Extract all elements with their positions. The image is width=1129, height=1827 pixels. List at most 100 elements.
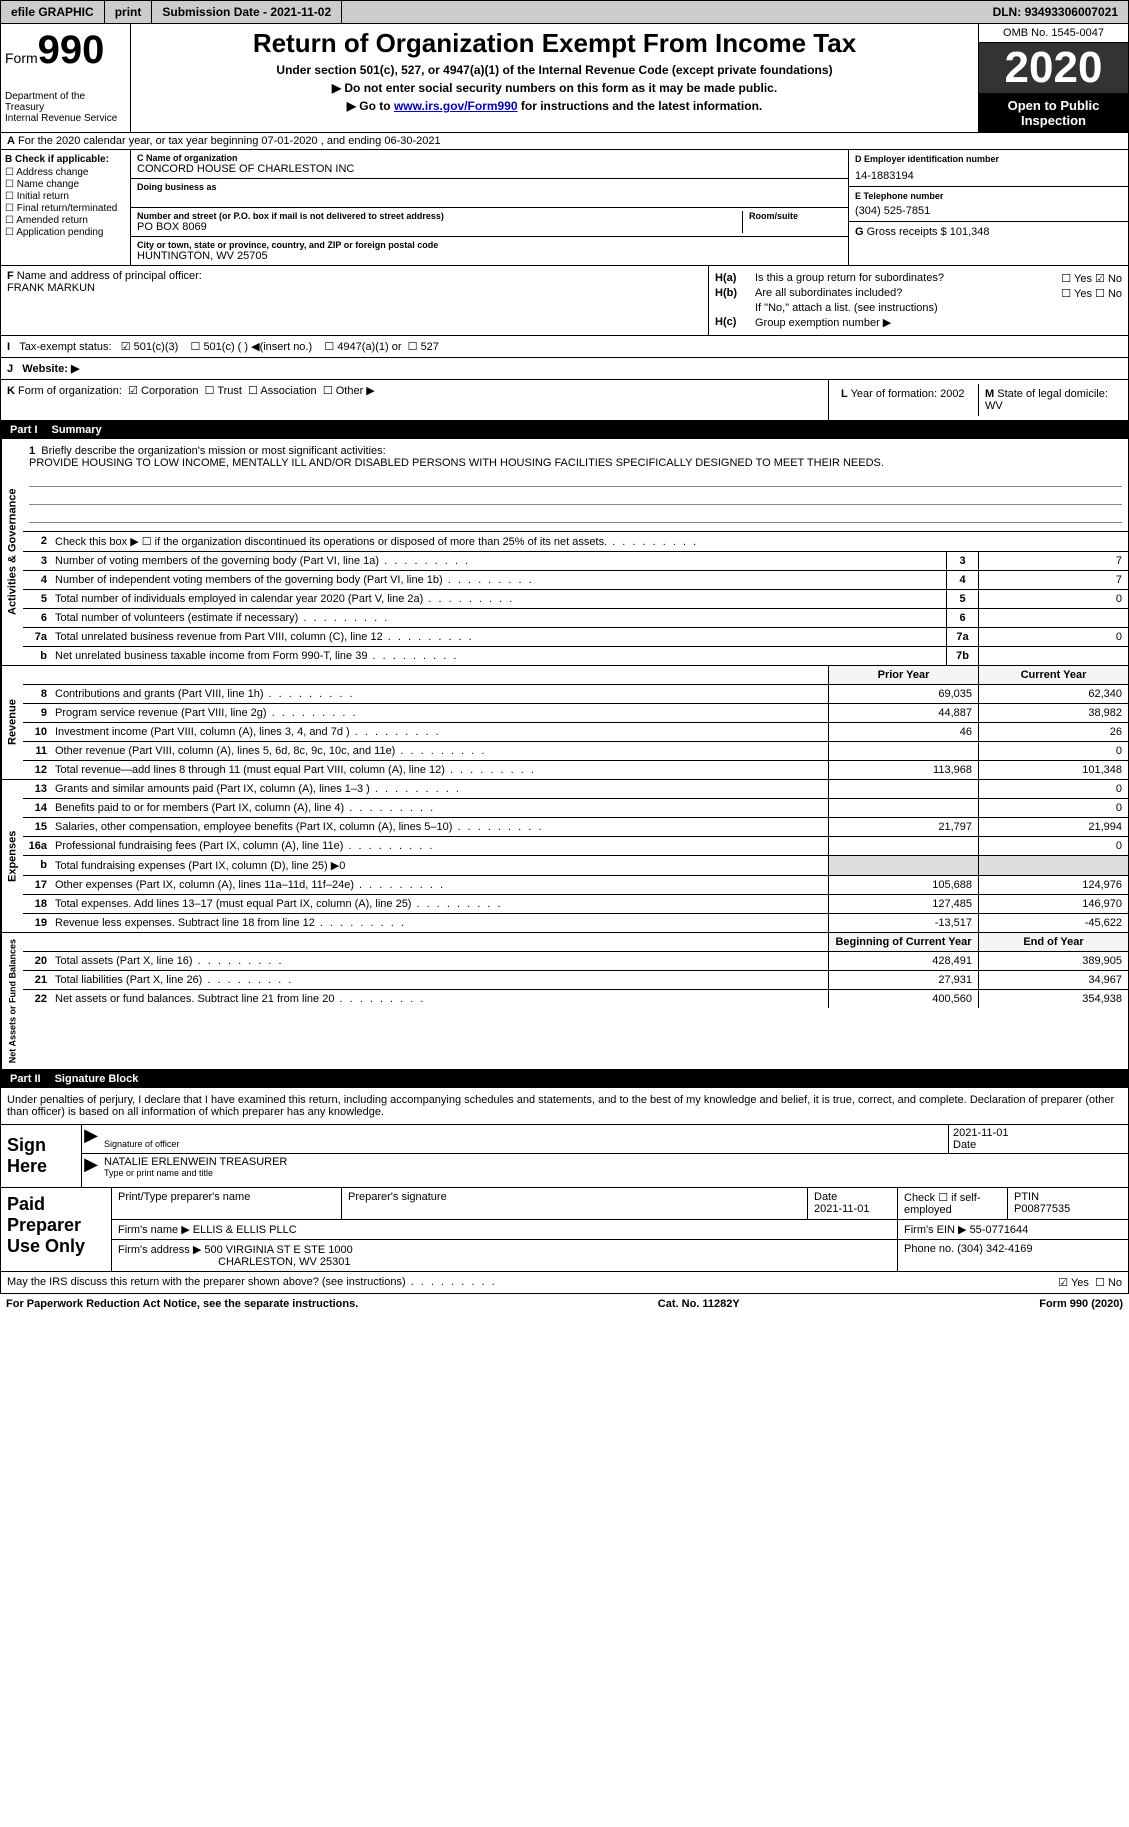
domicile-val: WV xyxy=(985,400,1003,412)
prep-date-val: 2021-11-01 xyxy=(814,1203,891,1215)
form-header: Form990 Department of the Treasury Inter… xyxy=(0,24,1129,133)
sign-arrow-icon2: ▶ xyxy=(82,1154,100,1180)
discuss-no[interactable] xyxy=(1095,1277,1108,1289)
row-desc: Program service revenue (Part VIII, line… xyxy=(51,704,828,722)
hb-yes[interactable] xyxy=(1061,288,1074,300)
firm-addr: 500 VIRGINIA ST E STE 1000 xyxy=(204,1244,352,1256)
firm-phone: (304) 342-4169 xyxy=(957,1243,1032,1255)
gross-receipts: Gross receipts $ 101,348 xyxy=(867,226,990,238)
row-num: 11 xyxy=(23,742,51,760)
ck-corp[interactable] xyxy=(128,385,141,397)
prep-selfemp-cell: Check ☐ if self-employed xyxy=(898,1188,1008,1219)
prior-year xyxy=(828,799,978,817)
row-a-period: A For the 2020 calendar year, or tax yea… xyxy=(0,133,1129,150)
ck-application-pending[interactable]: Application pending xyxy=(5,227,126,238)
exp-row: 14 Benefits paid to or for members (Part… xyxy=(23,799,1128,818)
row-klm: K Form of organization: Corporation Trus… xyxy=(0,380,1129,421)
begin-year: 27,931 xyxy=(828,971,978,989)
ck-assoc[interactable] xyxy=(248,385,260,397)
dba-row: Doing business as xyxy=(131,179,848,208)
row-num: 15 xyxy=(23,818,51,836)
row-num: 8 xyxy=(23,685,51,703)
begin-year: 428,491 xyxy=(828,952,978,970)
mission-row: 1 Briefly describe the organization's mi… xyxy=(23,439,1128,532)
tax-year: 2020 xyxy=(979,43,1128,94)
dln: DLN: 93493306007021 xyxy=(983,1,1128,23)
row-box: 4 xyxy=(946,571,978,589)
pra-notice: For Paperwork Reduction Act Notice, see … xyxy=(6,1298,358,1310)
signature-cell: Signature of officer xyxy=(100,1125,948,1153)
subdate-label: Submission Date - xyxy=(162,5,270,19)
ck-address-change[interactable]: Address change xyxy=(5,167,126,178)
ck-501c[interactable] xyxy=(191,341,204,353)
topbar-spacer xyxy=(342,1,982,23)
row-num: 10 xyxy=(23,723,51,741)
ck-527[interactable] xyxy=(408,341,421,353)
phone-label: E Telephone number xyxy=(855,191,1122,201)
ck-501c3[interactable] xyxy=(121,341,134,353)
sign-date: 2021-11-01 xyxy=(953,1127,1124,1139)
opt-corp: Corporation xyxy=(141,385,198,397)
form990-link[interactable]: www.irs.gov/Form990 xyxy=(394,99,518,113)
row-val xyxy=(978,609,1128,627)
header-mid: Return of Organization Exempt From Incom… xyxy=(131,24,978,132)
row-val: 7 xyxy=(978,571,1128,589)
efile-button[interactable]: efile GRAPHIC xyxy=(1,1,105,23)
prior-year: 46 xyxy=(828,723,978,741)
selfemp-label: Check ☐ if self-employed xyxy=(904,1191,1001,1216)
gov-row: 5 Total number of individuals employed i… xyxy=(23,590,1128,609)
row-desc: Total fundraising expenses (Part IX, col… xyxy=(51,856,828,875)
exp-row: 16a Professional fundraising fees (Part … xyxy=(23,837,1128,856)
shade-cell xyxy=(978,856,1128,875)
yearform-val: 2002 xyxy=(940,388,964,400)
current-year: 146,970 xyxy=(978,895,1128,913)
ck-trust[interactable] xyxy=(205,385,218,397)
g-label: G xyxy=(855,226,864,238)
part2-header: Part II Signature Block xyxy=(0,1070,1129,1088)
row-desc: Number of voting members of the governin… xyxy=(51,552,946,570)
row-num: 9 xyxy=(23,704,51,722)
dln-value: 93493306007021 xyxy=(1025,5,1118,19)
row-desc: Revenue less expenses. Subtract line 18 … xyxy=(51,914,828,932)
ha-no[interactable] xyxy=(1095,273,1108,285)
ck-amended-return[interactable]: Amended return xyxy=(5,215,126,226)
row-desc: Benefits paid to or for members (Part IX… xyxy=(51,799,828,817)
print-button[interactable]: print xyxy=(105,1,153,23)
row-val: 0 xyxy=(978,590,1128,608)
no-label: No xyxy=(1108,273,1122,285)
dln-label: DLN: xyxy=(993,5,1025,19)
row-box: 7b xyxy=(946,647,978,665)
col-k: K Form of organization: Corporation Trus… xyxy=(1,380,828,420)
discuss-yes[interactable] xyxy=(1058,1277,1071,1289)
ck-4947[interactable] xyxy=(324,341,337,353)
city-row: City or town, state or province, country… xyxy=(131,237,848,265)
formorg-label: Form of organization: xyxy=(18,385,122,397)
ck-final-return[interactable]: Final return/terminated xyxy=(5,203,126,214)
begin-year: 400,560 xyxy=(828,990,978,1008)
hb-yesno: Yes No xyxy=(1061,287,1122,300)
hb-no[interactable] xyxy=(1095,288,1108,300)
ck-name-change[interactable]: Name change xyxy=(5,179,126,190)
ha-yes[interactable] xyxy=(1061,273,1074,285)
col-f: F Name and address of principal officer:… xyxy=(1,266,708,335)
row-desc: Total liabilities (Part X, line 26) xyxy=(51,971,828,989)
prior-year: 127,485 xyxy=(828,895,978,913)
row-num: 19 xyxy=(23,914,51,932)
dept-treasury: Department of the Treasury Internal Reve… xyxy=(5,91,126,124)
prep-name-hdr: Print/Type preparer's name xyxy=(112,1188,342,1219)
yes-label3: Yes xyxy=(1071,1277,1089,1289)
row-box: 7a xyxy=(946,628,978,646)
sign-here-box: Sign Here ▶ Signature of officer 2021-11… xyxy=(0,1125,1129,1188)
sig-label: Signature of officer xyxy=(104,1139,944,1149)
row-val: 7 xyxy=(978,552,1128,570)
open-inspection: Open to Public Inspection xyxy=(979,94,1128,132)
submission-date: Submission Date - 2021-11-02 xyxy=(152,1,342,23)
hb-note: If "No," attach a list. (see instruction… xyxy=(755,302,1122,314)
officer-print-name: NATALIE ERLENWEIN TREASURER xyxy=(104,1156,1124,1168)
col-h: H(a) Is this a group return for subordin… xyxy=(708,266,1128,335)
ck-initial-return[interactable]: Initial return xyxy=(5,191,126,202)
vtab-netassets: Net Assets or Fund Balances xyxy=(1,933,23,1069)
row-desc: Other revenue (Part VIII, column (A), li… xyxy=(51,742,828,760)
firm-name: ELLIS & ELLIS PLLC xyxy=(193,1224,297,1236)
ck-other[interactable] xyxy=(323,385,336,397)
